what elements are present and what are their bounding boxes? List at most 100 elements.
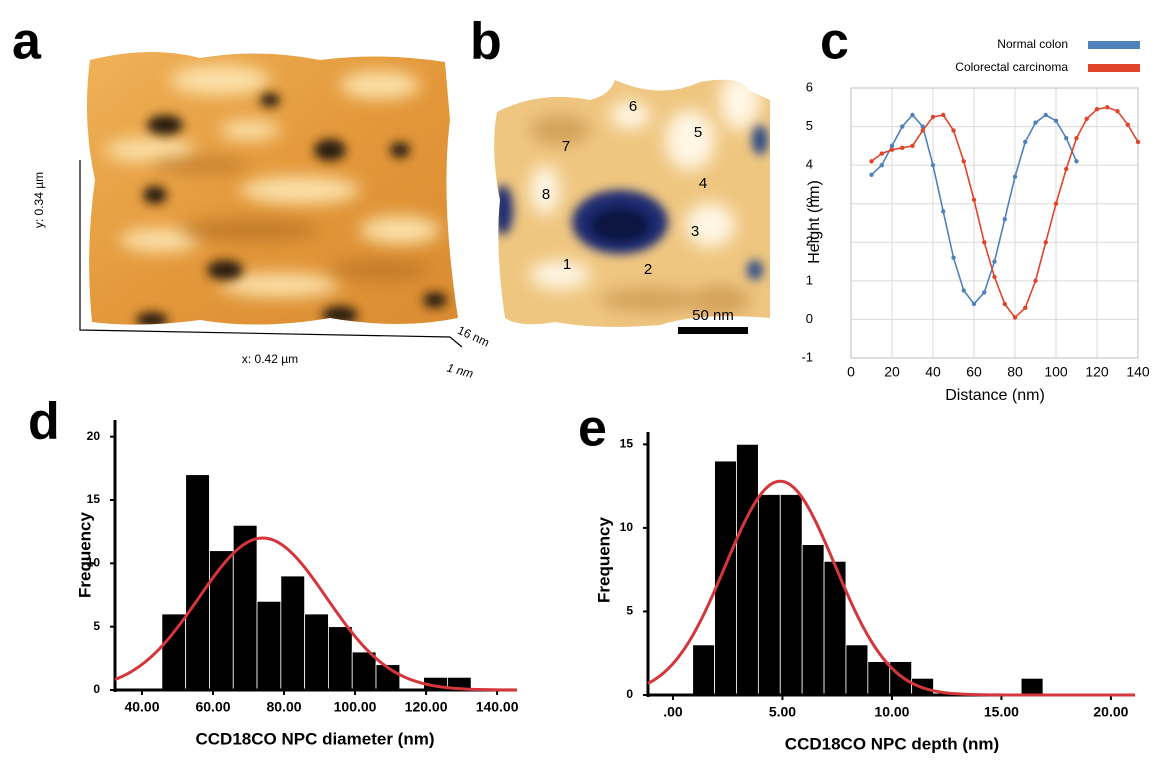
- series-line: [871, 106, 1139, 319]
- y-tick-label: 15: [620, 437, 634, 451]
- point: [1064, 135, 1069, 141]
- bar: [867, 661, 891, 696]
- point: [982, 290, 987, 295]
- x-axis-title: CCD18CO NPC depth (nm): [785, 734, 999, 753]
- bar: [328, 626, 353, 691]
- y-tick-label: 5: [93, 619, 100, 633]
- pore-marker: 3: [691, 223, 699, 240]
- x-tick-label: 0: [847, 364, 855, 380]
- x-tick-label: 80.00: [267, 699, 302, 715]
- x-tick-label: 20.00: [1093, 704, 1128, 720]
- x-axis-label: x: 0.42 µm: [242, 352, 298, 366]
- x-tick-label: 120.00: [405, 699, 448, 715]
- x-axis-title: Distance (nm): [945, 387, 1045, 404]
- bar: [209, 550, 234, 691]
- pore-marker: 8: [542, 186, 550, 203]
- point: [1125, 122, 1130, 127]
- x-tick-label: 100: [1044, 364, 1068, 380]
- y-axis-title: Frequency: [75, 511, 94, 598]
- y-tick-label: 3: [806, 195, 813, 210]
- pore-marker: 5: [694, 124, 702, 141]
- x-tick-label: 100.00: [334, 699, 377, 715]
- point: [951, 128, 956, 133]
- x-tick-label: 10.00: [874, 704, 909, 720]
- point: [1043, 240, 1048, 245]
- y-tick-label: 5: [626, 604, 633, 618]
- point: [961, 159, 966, 164]
- y-tick-label: 10: [87, 556, 101, 570]
- point: [889, 147, 895, 152]
- point: [879, 162, 884, 168]
- fit-curve: [114, 536, 518, 692]
- y-tick-label: 10: [620, 520, 634, 534]
- pore-marker: 4: [699, 175, 707, 192]
- scale-bar: [678, 327, 748, 334]
- y-tick-label: 6: [806, 79, 813, 94]
- point: [1053, 118, 1059, 123]
- legend-label: Colorectal carcinoma: [955, 60, 1068, 74]
- z-axis-label: 1 nm: [445, 360, 474, 380]
- x-tick-label: 80: [1007, 364, 1023, 380]
- x-tick-label: 140.00: [476, 699, 519, 715]
- legend-label: Normal colon: [997, 37, 1068, 51]
- y-tick-label: 20: [87, 429, 101, 443]
- point: [920, 128, 925, 133]
- bar: [714, 460, 737, 696]
- point: [1084, 116, 1089, 122]
- panel-label: a: [12, 13, 42, 71]
- point: [869, 172, 874, 177]
- y-tick-label: -1: [801, 349, 813, 364]
- panel-label: e: [578, 400, 607, 458]
- y-tick-label: 5: [806, 118, 813, 133]
- bar: [779, 494, 803, 696]
- point: [910, 112, 915, 118]
- point: [889, 143, 895, 149]
- x-tick-label: .00: [663, 704, 683, 720]
- point: [1023, 139, 1028, 145]
- y-axis-title: Height (nm): [806, 180, 823, 264]
- point: [1002, 216, 1007, 222]
- point: [1115, 108, 1120, 114]
- y-tick-label: 4: [806, 157, 813, 172]
- y-tick-label: 1: [806, 272, 813, 287]
- panel-label: b: [470, 13, 502, 71]
- x-tick-label: 120: [1085, 364, 1109, 380]
- point: [930, 162, 936, 168]
- point: [930, 114, 936, 120]
- bar: [801, 544, 825, 696]
- legend-swatch: [1088, 64, 1140, 72]
- bar: [351, 651, 377, 691]
- x-tick-label: 15.00: [984, 704, 1019, 720]
- x-axis-title: CCD18CO NPC diameter (nm): [196, 729, 435, 748]
- pore-marker: 7: [562, 138, 570, 155]
- point: [900, 124, 905, 129]
- y-tick-label: 0: [806, 311, 813, 326]
- point: [869, 159, 874, 164]
- bar: [757, 494, 781, 696]
- point: [1033, 278, 1038, 284]
- bar: [161, 613, 187, 691]
- bar: [889, 661, 913, 696]
- point: [1012, 174, 1018, 179]
- x-tick-label: 140: [1126, 364, 1150, 380]
- scale-bar-label: 50 nm: [692, 307, 734, 324]
- point: [1094, 107, 1100, 112]
- point: [992, 259, 997, 264]
- pore-marker: 2: [644, 261, 652, 278]
- pore-marker: 6: [629, 98, 637, 115]
- bar: [1020, 677, 1044, 696]
- y-axis-label: y: 0.34 µm: [32, 172, 46, 228]
- point: [910, 143, 915, 149]
- point: [971, 301, 977, 307]
- x-tick-label: 20: [884, 364, 900, 380]
- point: [941, 112, 946, 118]
- point: [1033, 120, 1038, 125]
- point: [1043, 112, 1048, 118]
- bar: [736, 443, 759, 696]
- bar: [845, 644, 869, 696]
- panel-label: c: [820, 13, 849, 71]
- point: [1023, 305, 1028, 311]
- point: [992, 274, 997, 280]
- legend-swatch: [1088, 41, 1140, 49]
